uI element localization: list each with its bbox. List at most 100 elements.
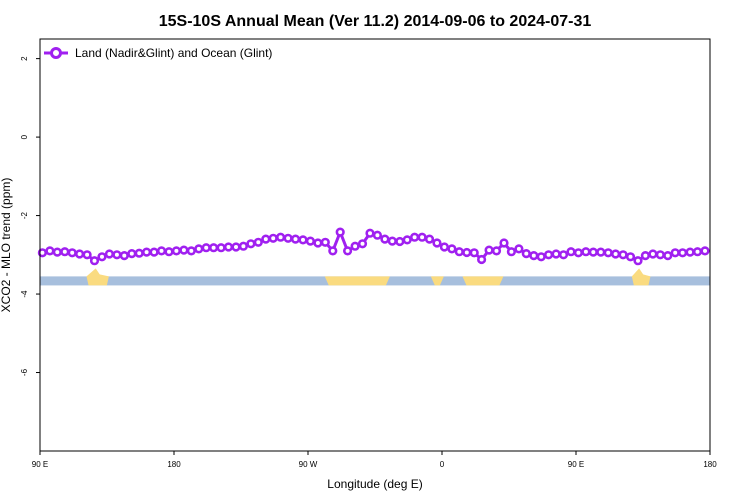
series-point: [261, 234, 271, 244]
y-tick-label: 2: [20, 56, 29, 61]
series-point: [469, 248, 479, 258]
series-point: [447, 244, 457, 254]
series-point: [186, 246, 196, 256]
series-point: [596, 247, 606, 257]
series-point: [439, 242, 450, 252]
series-point: [97, 252, 107, 262]
series-point: [484, 245, 494, 255]
series-point: [74, 249, 85, 259]
plot-frame: [39, 38, 711, 452]
series-point: [640, 251, 651, 261]
series-point: [663, 251, 673, 261]
series-point: [625, 252, 636, 262]
series-point: [37, 248, 48, 258]
series-point: [529, 251, 539, 261]
series-point: [566, 247, 576, 257]
series-point: [268, 233, 278, 243]
series-point: [543, 250, 554, 260]
series-point: [149, 247, 159, 257]
series-point: [491, 246, 502, 256]
series-point: [253, 237, 263, 247]
series-point: [194, 244, 204, 254]
series-point: [209, 243, 219, 253]
x-tick-label: 90 E: [568, 460, 584, 469]
series-point: [551, 249, 561, 259]
strip-land-bump: [631, 268, 651, 286]
series-point: [618, 250, 628, 260]
series-point: [142, 247, 152, 257]
series-point: [201, 243, 211, 253]
series-point: [290, 234, 301, 244]
series-point: [171, 246, 181, 256]
series-point: [246, 239, 256, 249]
series-point: [372, 230, 383, 240]
x-tick-label: 180: [167, 460, 181, 469]
legend-marker: [50, 47, 62, 59]
series-point: [335, 227, 345, 237]
strip-land-bump: [86, 268, 109, 286]
series-point: [506, 247, 517, 257]
series-point: [610, 249, 621, 259]
x-axis-ticks: 90 E 180 90 W 0 90 E 180: [32, 451, 717, 469]
series-point: [238, 241, 248, 251]
series-point: [387, 236, 397, 246]
series-point: [588, 247, 598, 257]
series-point: [119, 251, 129, 261]
series-point: [350, 241, 360, 251]
series-point: [395, 236, 405, 247]
strip-land: [430, 276, 444, 286]
series-point: [573, 248, 584, 258]
series-point: [462, 247, 472, 258]
series-point: [692, 247, 703, 257]
y-tick-label: 0: [20, 134, 29, 139]
series-point: [581, 247, 591, 257]
y-axis-ticks: 2 0 -2 -4 -6: [20, 56, 40, 376]
series-point: [164, 247, 174, 257]
series-point: [320, 237, 330, 247]
series-point: [276, 232, 286, 242]
series-point: [521, 249, 531, 259]
x-tick-label: 0: [440, 460, 445, 469]
y-axis-label: XCO2 - MLO trend (ppm): [0, 178, 13, 313]
series-point: [677, 248, 688, 258]
series-point: [454, 247, 464, 257]
series-point: [112, 250, 122, 260]
series-point: [313, 238, 323, 248]
series-point: [216, 243, 226, 253]
surface-strip: [40, 268, 710, 286]
series-point: [685, 247, 695, 257]
x-tick-label: 180: [703, 460, 717, 469]
legend: Land (Nadir&Glint) and Ocean (Glint): [42, 42, 292, 64]
series-point: [499, 238, 509, 248]
series-point: [104, 249, 114, 259]
series-point: [558, 250, 569, 260]
series-point: [89, 256, 100, 266]
chart-title: 15S-10S Annual Mean (Ver 11.2) 2014-09-0…: [159, 13, 592, 30]
series-point: [45, 246, 55, 256]
series-point: [357, 239, 368, 249]
series-point: [477, 254, 487, 265]
series-point: [67, 248, 77, 258]
series-point: [52, 247, 62, 257]
strip-land: [462, 276, 504, 286]
x-tick-label: 90 E: [32, 460, 48, 469]
y-tick-label: -4: [20, 290, 29, 298]
y-tick-label: -6: [20, 368, 29, 376]
series-point: [156, 246, 167, 256]
series-point: [231, 242, 241, 252]
x-tick-label: 90 W: [299, 460, 318, 469]
series-point: [82, 250, 92, 260]
strip-land: [324, 276, 390, 286]
series-point: [305, 236, 316, 246]
series-point: [298, 235, 308, 245]
x-axis-label: Longitude (deg E): [327, 477, 422, 491]
series-point: [365, 228, 375, 238]
series-point: [424, 234, 435, 244]
series-point: [127, 249, 137, 259]
series-point: [648, 249, 658, 259]
series-point: [283, 233, 293, 243]
series-point: [223, 242, 234, 252]
series-point: [700, 246, 710, 256]
series-point: [343, 246, 353, 256]
